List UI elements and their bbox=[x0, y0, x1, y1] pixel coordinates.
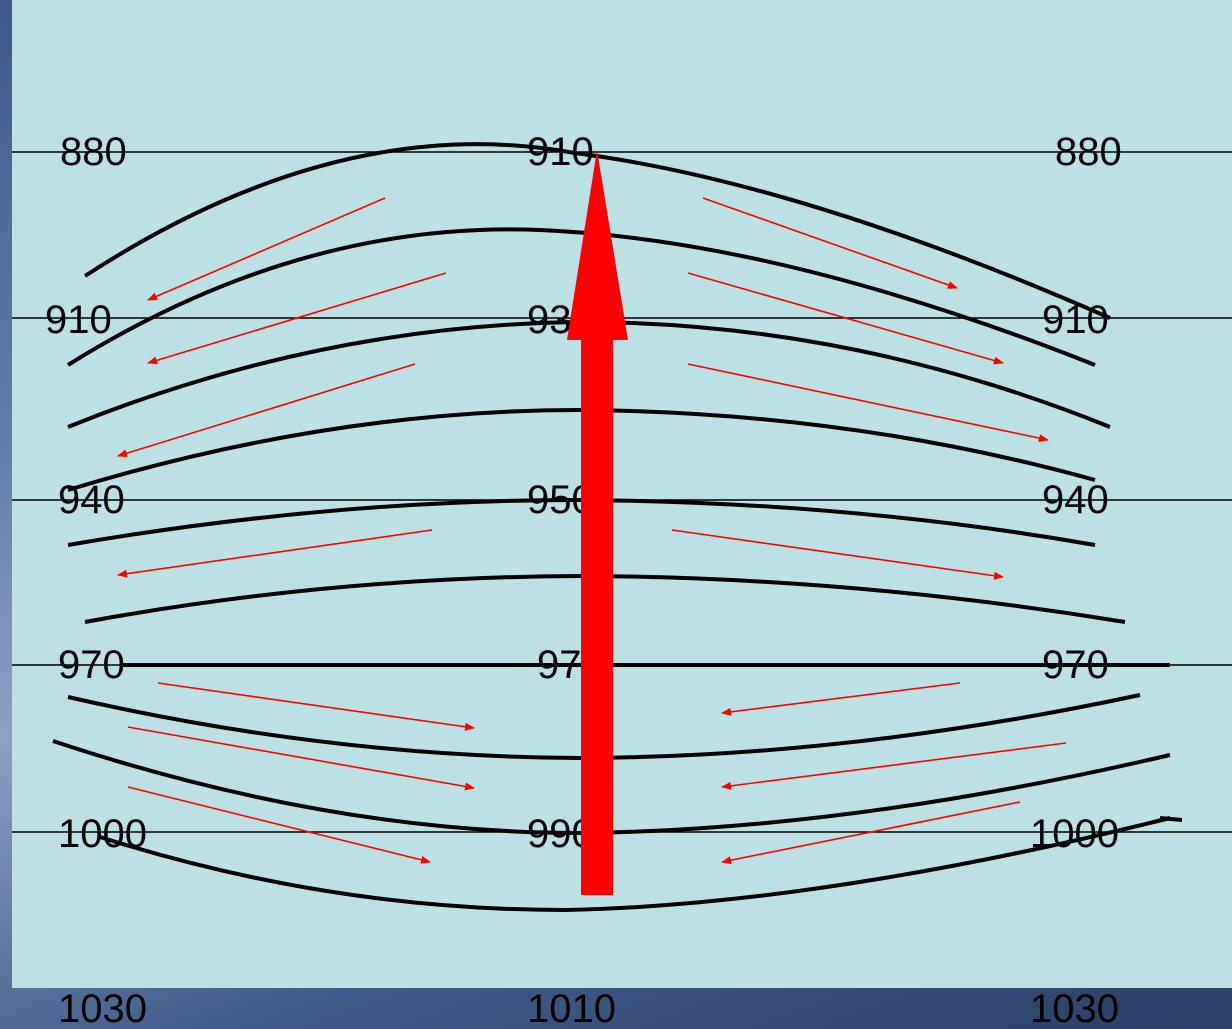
main-arrow-shaft bbox=[581, 330, 613, 895]
isobar-hook bbox=[1159, 816, 1183, 822]
flow-arrow bbox=[147, 272, 447, 365]
main-arrow-head bbox=[567, 150, 628, 340]
label-left-4: 1000 bbox=[58, 812, 147, 856]
flow-arrow bbox=[127, 786, 431, 864]
label-right-0: 880 bbox=[1055, 130, 1122, 174]
isobar-line bbox=[99, 816, 1171, 913]
label-center-0: 910 bbox=[527, 130, 594, 174]
label-left-5: 1030 bbox=[58, 987, 147, 1029]
flow-arrows bbox=[117, 197, 1067, 865]
label-left-3: 970 bbox=[58, 643, 125, 687]
flow-arrow bbox=[671, 529, 1004, 580]
flow-arrow bbox=[721, 742, 1067, 790]
flow-arrow bbox=[687, 272, 1004, 365]
label-right-2: 940 bbox=[1042, 478, 1109, 522]
main-flow-arrow bbox=[567, 150, 628, 895]
label-left-1: 910 bbox=[45, 298, 112, 342]
flow-arrow bbox=[687, 363, 1049, 443]
flow-arrow bbox=[721, 801, 1021, 865]
label-center-5: 1010 bbox=[527, 987, 616, 1029]
flow-arrow bbox=[117, 529, 433, 578]
isobar-line bbox=[83, 142, 1111, 320]
label-right-5: 1030 bbox=[1030, 987, 1119, 1029]
label-right-3: 970 bbox=[1042, 643, 1109, 687]
isobars bbox=[52, 142, 1183, 913]
label-right-4: 1000 bbox=[1030, 812, 1119, 856]
flow-arrow bbox=[702, 197, 958, 289]
label-right-1: 910 bbox=[1042, 298, 1109, 342]
isobar-line bbox=[52, 739, 1171, 836]
isobar-line bbox=[67, 407, 1096, 492]
label-left-0: 880 bbox=[60, 130, 127, 174]
flow-arrow bbox=[127, 726, 475, 791]
label-left-2: 940 bbox=[58, 478, 125, 522]
isobar-line bbox=[66, 227, 1096, 367]
isobar-line bbox=[67, 693, 1141, 761]
isobar-line bbox=[67, 497, 1096, 547]
flow-arrow bbox=[721, 682, 961, 716]
flow-arrow bbox=[157, 682, 475, 731]
flow-arrow bbox=[117, 363, 416, 458]
isobar-line bbox=[84, 573, 1126, 624]
diagram-panel bbox=[12, 0, 1232, 988]
flow-arrow bbox=[147, 197, 386, 301]
